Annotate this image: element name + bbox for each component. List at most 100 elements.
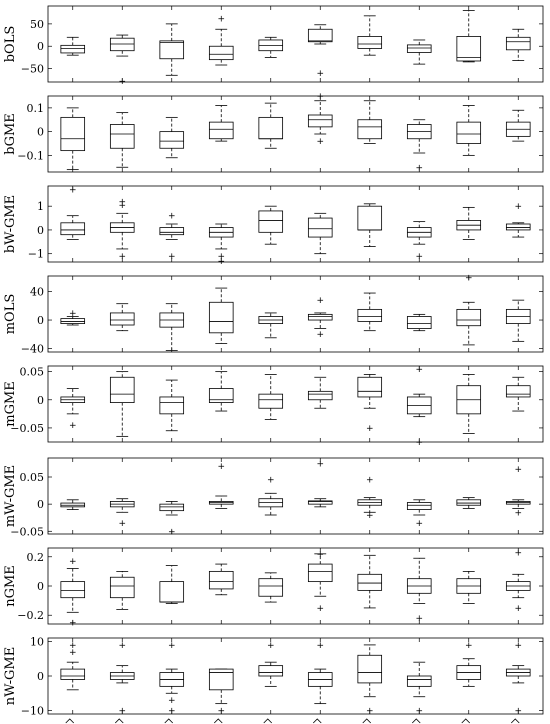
y-tick-label: 10 xyxy=(30,635,44,648)
y-tick-label: 50 xyxy=(30,18,44,31)
x-tick-label-7: β7 xyxy=(362,718,372,724)
box-4 xyxy=(208,105,234,142)
y-tick-label: 0 xyxy=(37,126,44,139)
outlier-marker: + xyxy=(69,619,77,629)
box-9 xyxy=(456,374,482,434)
iqr-box xyxy=(456,308,482,327)
panel-1: −50 0 50 bOLS + + + xyxy=(3,5,544,87)
iqr-box xyxy=(456,499,482,506)
y-tick-label: 0.05 xyxy=(20,471,45,484)
outlier-marker: + xyxy=(69,648,77,658)
y-tick-label: 0 xyxy=(37,670,44,683)
outlier-marker: + xyxy=(316,137,324,147)
outlier-marker: + xyxy=(118,77,126,87)
box-6: + xyxy=(307,24,333,79)
box-5 xyxy=(258,572,284,603)
iqr-box xyxy=(258,116,284,140)
box-8: + xyxy=(406,499,432,529)
y-tick-label: −1 xyxy=(28,248,44,261)
y-tick-label: −0.05 xyxy=(10,422,44,435)
y-tick-label: −0.05 xyxy=(10,525,44,538)
box-4: ++ xyxy=(208,223,234,267)
panel-frame xyxy=(47,95,544,173)
x-tick-hat xyxy=(510,718,520,724)
outlier-marker: + xyxy=(415,707,423,717)
box-6: ++ xyxy=(307,296,333,340)
box-1: + xyxy=(60,309,86,326)
iqr-box xyxy=(258,578,284,597)
iqr-box xyxy=(258,393,284,409)
box-10: ++ xyxy=(505,641,531,717)
box-1: + xyxy=(60,388,86,431)
y-tick-label: 0.1 xyxy=(27,102,45,115)
x-tick-label-8: β8 xyxy=(411,718,421,724)
box-8 xyxy=(406,39,432,65)
box-6 xyxy=(307,376,333,409)
iqr-box xyxy=(109,124,135,149)
x-tick-label-2: β2 xyxy=(114,718,124,724)
x-tick-label-6: β6 xyxy=(312,718,322,724)
iqr-box xyxy=(307,500,333,505)
box-10 xyxy=(505,299,531,342)
y-tick-label: 0 xyxy=(37,498,44,511)
iqr-box xyxy=(208,121,234,140)
y-tick-label: 0 xyxy=(37,394,44,407)
outlier-marker: + xyxy=(168,696,176,706)
x-tick-hat xyxy=(164,718,174,724)
outlier-marker: + xyxy=(316,604,324,614)
x-tick-hat xyxy=(312,718,322,724)
y-tick-label: 0 xyxy=(37,224,44,237)
box-10: ++ xyxy=(505,465,531,518)
y-axis-label: bGME xyxy=(3,113,18,155)
box-3 xyxy=(159,565,185,604)
x-tick-hat xyxy=(65,718,75,724)
iqr-box xyxy=(307,114,333,128)
box-5 xyxy=(258,312,284,339)
iqr-box xyxy=(109,37,135,52)
outlier-marker: + xyxy=(316,330,324,340)
y-tick-label: 0.2 xyxy=(27,551,45,564)
box-3: ++ xyxy=(159,212,185,262)
outlier-marker: + xyxy=(69,309,77,319)
outlier-marker: + xyxy=(168,212,176,222)
y-tick-label: 0 xyxy=(37,580,44,593)
box-7: ++ xyxy=(357,476,383,521)
box-7 xyxy=(357,292,383,332)
outlier-marker: + xyxy=(415,519,423,529)
outlier-marker: + xyxy=(514,202,522,212)
box-5 xyxy=(258,36,284,58)
x-tick-label-5: β5 xyxy=(263,718,273,724)
box-3 xyxy=(159,116,185,159)
x-tick-hat xyxy=(461,718,471,724)
iqr-box xyxy=(159,131,185,149)
iqr-box xyxy=(109,576,135,599)
outlier-marker: + xyxy=(217,15,225,25)
box-2 xyxy=(109,303,135,332)
outlier-marker: + xyxy=(217,252,225,262)
box-7 xyxy=(357,554,383,609)
iqr-box xyxy=(406,502,432,510)
iqr-box xyxy=(406,316,432,329)
iqr-box xyxy=(456,36,482,62)
iqr-box xyxy=(258,665,284,677)
iqr-box xyxy=(159,227,185,236)
box-2: + xyxy=(109,34,135,87)
outlier-marker: + xyxy=(514,465,522,475)
iqr-box xyxy=(159,581,185,603)
outlier-marker: + xyxy=(118,707,126,717)
outlier-marker: + xyxy=(316,550,324,560)
iqr-box xyxy=(307,390,333,401)
iqr-box xyxy=(258,210,284,233)
y-axis-label: bOLS xyxy=(3,26,18,63)
iqr-box xyxy=(505,385,531,398)
box-7 xyxy=(357,203,383,247)
y-axis-label: bW-GME xyxy=(3,195,18,253)
box-1: + xyxy=(60,186,86,240)
iqr-box xyxy=(60,222,86,236)
iqr-box xyxy=(208,570,234,590)
box-3: +++ xyxy=(159,641,185,717)
box-3 xyxy=(159,23,185,76)
